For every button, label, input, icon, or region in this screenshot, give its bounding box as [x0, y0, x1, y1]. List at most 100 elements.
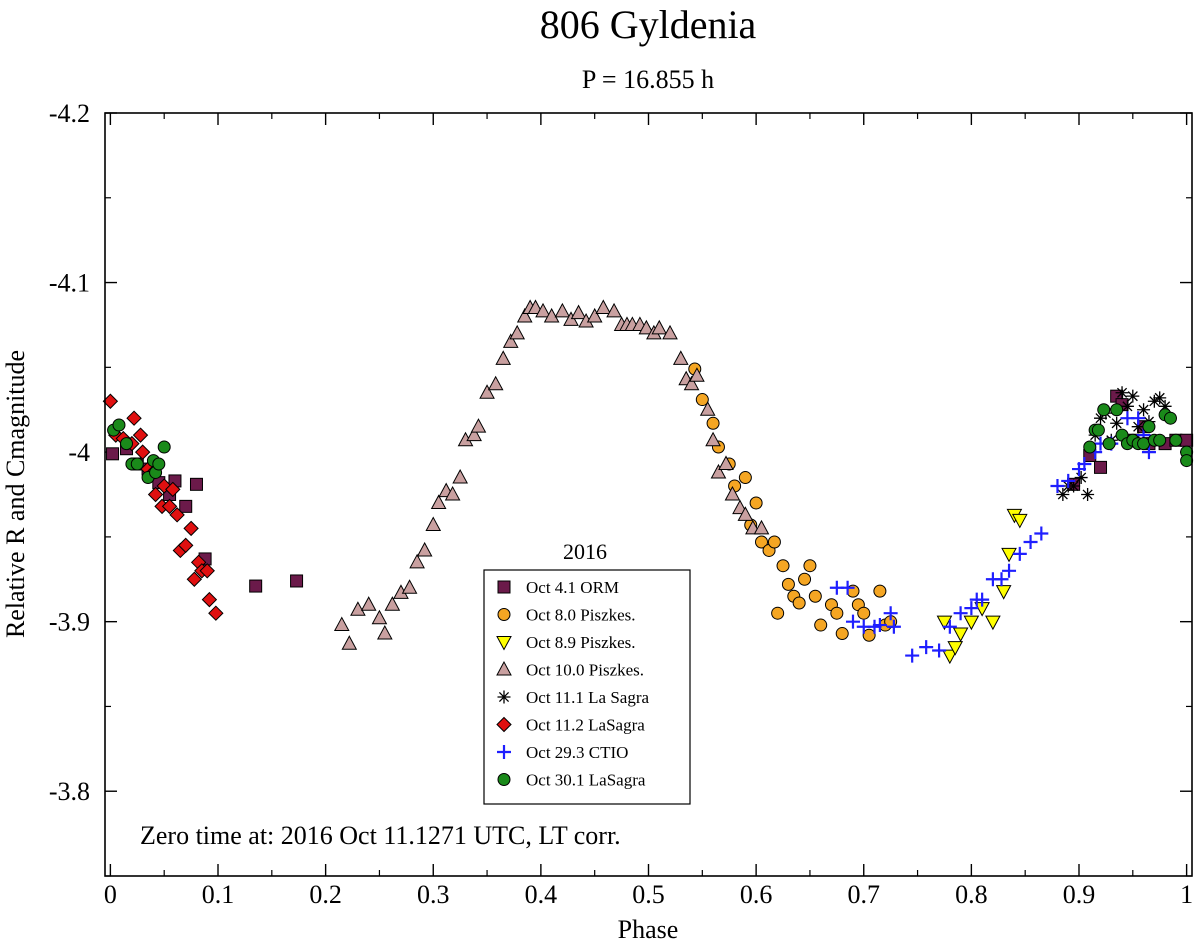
data-point: [1034, 526, 1049, 541]
y-tick-label: -4.1: [49, 269, 90, 298]
legend-box: [483, 569, 691, 805]
data-point: [401, 579, 418, 594]
data-point: [994, 572, 1009, 587]
data-point: [466, 426, 482, 442]
data-point: [738, 471, 752, 485]
data-point: [792, 596, 806, 610]
data-point: [509, 324, 526, 340]
data-point: [106, 447, 120, 461]
data-point: [942, 619, 957, 634]
data-point: [840, 580, 855, 595]
data-point: [749, 496, 763, 510]
series-2: [688, 362, 898, 642]
data-point: [808, 589, 822, 603]
legend: 2016 Oct 4.1 ORM Oct 8.0 Piszkes. Oct 8.9 …: [483, 539, 691, 805]
data-point: [689, 367, 705, 382]
data-point: [527, 299, 544, 314]
data-point: [132, 427, 149, 443]
data-point: [905, 648, 920, 663]
data-point: [147, 486, 164, 503]
data-point: [964, 601, 979, 616]
data-point: [724, 485, 741, 501]
series-3: [936, 508, 1028, 665]
data-point: [953, 606, 968, 621]
data-point: [1012, 546, 1027, 561]
x-tick-label: 0.8: [955, 880, 988, 909]
legend-marker: [496, 636, 512, 651]
data-point: [201, 591, 218, 608]
data-point: [1180, 433, 1194, 447]
data-point: [798, 572, 812, 586]
legend-marker: [497, 745, 511, 759]
data-point: [178, 537, 194, 554]
data-point: [857, 606, 871, 620]
data-point: [1180, 454, 1194, 468]
data-point: [495, 350, 512, 365]
data-point: [1137, 437, 1151, 451]
data-point: [718, 455, 734, 470]
data-point: [830, 606, 844, 620]
data-point: [936, 615, 953, 631]
data-point: [1067, 479, 1081, 493]
x-tick-label: 0.5: [632, 880, 665, 909]
data-point: [189, 477, 203, 491]
data-point: [781, 577, 795, 591]
y-axis-ticks: -4.2 -4.1 -4 -3.9 -3.8: [49, 99, 1192, 877]
chart-title: 806 Gyldenia: [540, 2, 757, 47]
legend-label: Oct 30.1 LaSagra: [526, 771, 646, 790]
data-point: [487, 375, 504, 391]
data-point: [606, 302, 622, 318]
data-point: [1115, 386, 1129, 400]
data-point: [672, 350, 689, 365]
x-tick-label: 1: [1180, 880, 1193, 909]
data-point: [963, 615, 980, 631]
data-point: [595, 299, 612, 314]
data-point: [985, 615, 1001, 631]
data-point: [1077, 456, 1092, 471]
x-axis-ticks: 0 0.1 0.2 0.3 0.4 0.5 0.6 0.7 0.8 0.9 1: [104, 113, 1193, 909]
legend-title: 2016: [563, 539, 607, 564]
data-point: [947, 641, 964, 656]
data-point: [179, 499, 193, 513]
data-point: [430, 494, 447, 509]
data-point: [883, 606, 898, 621]
legend-items: Oct 4.1 ORM Oct 8.0 Piszkes. Oct 8.9 Piszk…: [496, 578, 650, 790]
data-point: [699, 401, 716, 416]
data-point: [1102, 437, 1116, 451]
data-point: [873, 584, 887, 598]
data-point: [1002, 563, 1017, 578]
data-point: [1120, 399, 1134, 413]
data-point: [126, 410, 142, 426]
data-point: [886, 619, 901, 634]
data-point: [1097, 403, 1111, 417]
data-point: [1153, 391, 1167, 405]
data-point: [771, 606, 785, 620]
data-point: [290, 574, 304, 588]
data-point: [1169, 433, 1183, 447]
data-point: [1050, 479, 1065, 494]
data-point: [1126, 389, 1140, 403]
data-point: [1023, 534, 1038, 549]
data-point: [157, 440, 171, 454]
data-point: [586, 307, 603, 323]
data-point: [695, 393, 709, 407]
data-point: [1094, 460, 1108, 474]
data-point: [995, 585, 1012, 600]
data-point: [341, 635, 358, 650]
data-point: [376, 624, 393, 640]
data-point: [425, 516, 442, 532]
data-point: [409, 553, 425, 569]
legend-label: Oct 8.9 Piszkes.: [526, 633, 636, 652]
data-point: [651, 319, 668, 335]
legend-marker: [497, 608, 511, 621]
data-point: [134, 444, 151, 460]
data-point: [737, 506, 754, 521]
data-point: [942, 649, 958, 665]
data-point: [416, 541, 433, 557]
data-point: [1094, 411, 1108, 425]
y-tick-label: -3.9: [49, 608, 90, 637]
y-axis-label: Relative R and Cmagnitude: [1, 350, 30, 638]
data-point: [662, 324, 678, 340]
y-tick-label: -4: [68, 438, 90, 467]
data-point: [112, 418, 126, 432]
